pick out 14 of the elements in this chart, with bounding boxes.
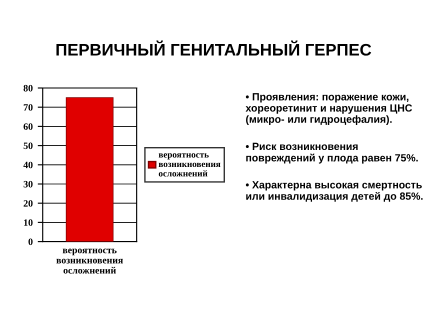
text: ПЕРВИЧНЫЙ ГЕНИТАЛЬНЫЙ ГЕРПЕС bbox=[56, 40, 372, 56]
y-tick-label: 0 bbox=[28, 238, 33, 246]
y-tick-label: 70 bbox=[24, 104, 33, 111]
legend-label: вероятность возникновения осложнений bbox=[158, 153, 220, 176]
text: • Характерна высокая смертность или инвалидизация детей до 85%. bbox=[246, 181, 423, 202]
text: • Риск возникновения повреждений у плода равен 75%. bbox=[246, 142, 418, 164]
text: • Проявления: поражение кожи, хореоретинит и нарушения ЦНС (микро- или гидроцефалия). bbox=[246, 93, 412, 125]
y-tick-label: 40 bbox=[23, 162, 33, 168]
y-tick-label: 30 bbox=[24, 180, 33, 188]
y-tick-label: 60 bbox=[24, 123, 33, 130]
y-tick-label: 50 bbox=[24, 142, 33, 150]
y-tick-label: 10 bbox=[24, 219, 33, 226]
y-tick-label: 80 bbox=[24, 84, 33, 92]
y-tick-label: 20 bbox=[24, 200, 33, 207]
